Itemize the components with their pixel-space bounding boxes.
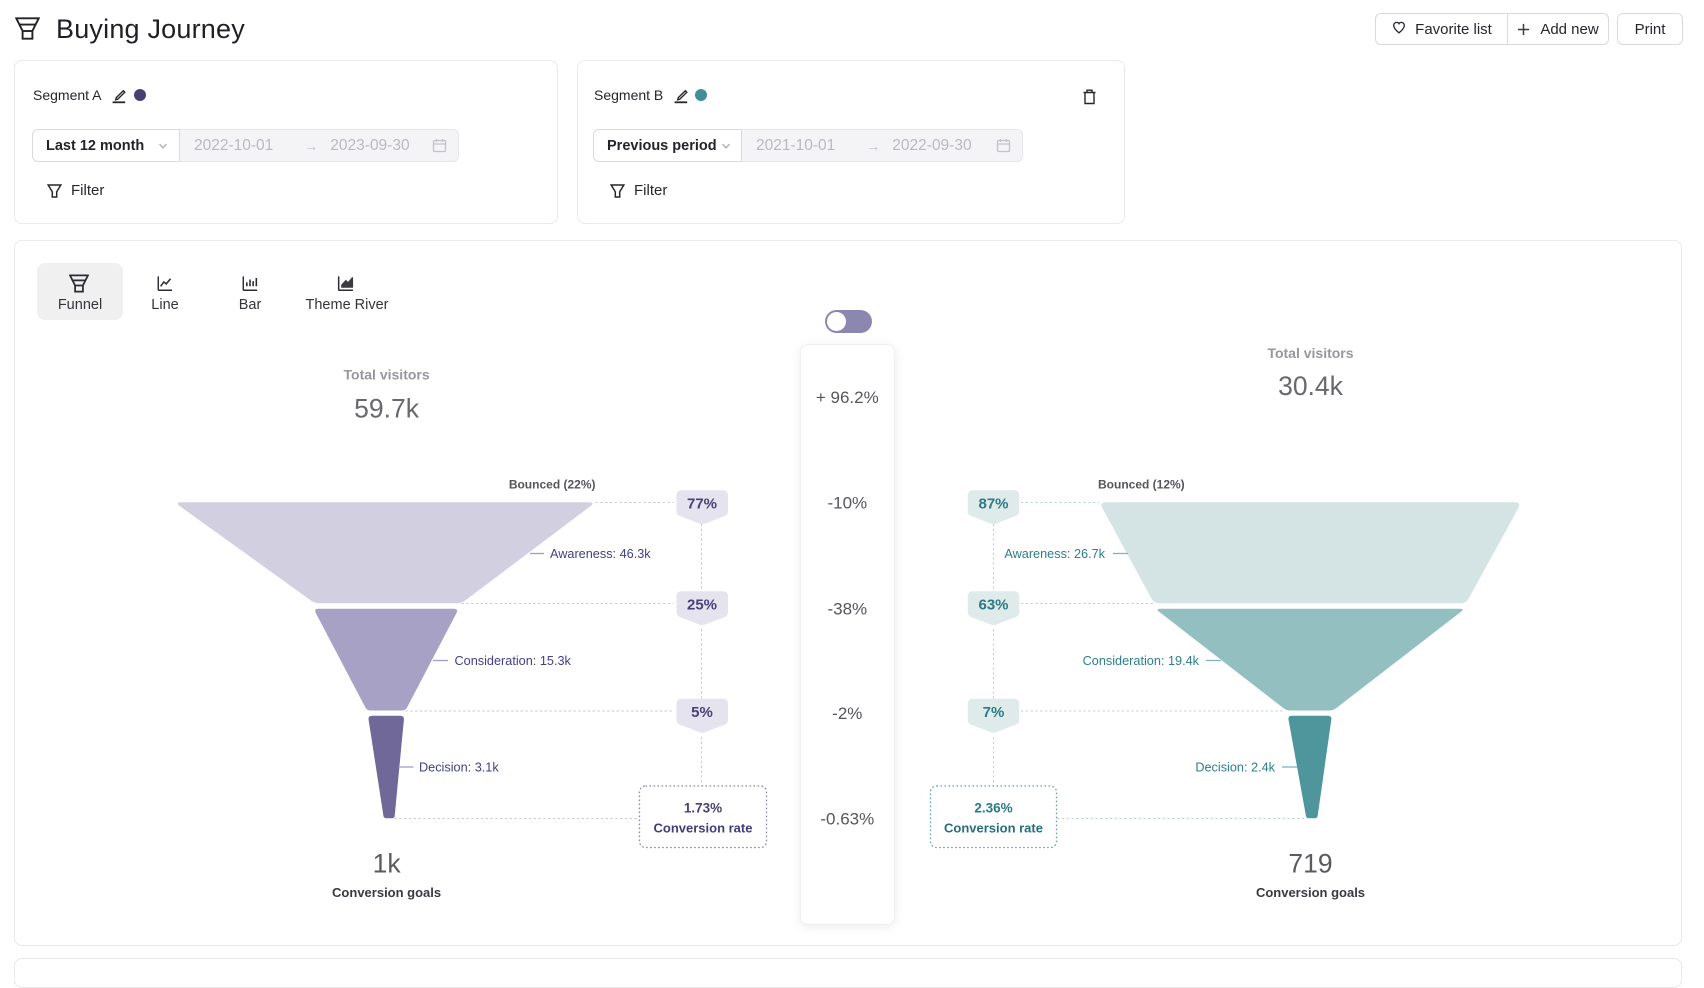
svg-text:1k: 1k [373, 849, 402, 879]
svg-text:87%: 87% [978, 496, 1008, 513]
svg-text:Conversion goals: Conversion goals [1256, 885, 1365, 900]
svg-text:Awareness: 26.7k: Awareness: 26.7k [1004, 547, 1105, 561]
svg-text:-0.63%: -0.63% [820, 809, 874, 828]
svg-text:2.36%: 2.36% [974, 801, 1012, 816]
svg-text:1.73%: 1.73% [684, 801, 722, 816]
svg-text:63%: 63% [978, 597, 1008, 614]
svg-text:Bounced (22%): Bounced (22%) [509, 478, 596, 492]
svg-text:25%: 25% [687, 597, 717, 614]
svg-text:Decision: 3.1k: Decision: 3.1k [419, 761, 499, 775]
svg-text:Conversion rate: Conversion rate [944, 821, 1043, 836]
svg-text:30.4k: 30.4k [1278, 371, 1344, 401]
svg-text:-2%: -2% [832, 704, 862, 723]
svg-text:77%: 77% [687, 496, 717, 513]
svg-text:Conversion goals: Conversion goals [332, 885, 441, 900]
svg-text:-38%: -38% [827, 599, 867, 618]
svg-text:Conversion rate: Conversion rate [654, 821, 753, 836]
svg-text:59.7k: 59.7k [354, 393, 420, 423]
svg-text:Consideration: 15.3k: Consideration: 15.3k [455, 654, 572, 668]
svg-text:5%: 5% [691, 704, 713, 721]
svg-text:7%: 7% [983, 704, 1005, 721]
svg-text:Total visitors: Total visitors [1267, 345, 1353, 361]
svg-text:Total visitors: Total visitors [344, 367, 430, 383]
svg-text:Bounced (12%): Bounced (12%) [1098, 478, 1185, 492]
svg-text:719: 719 [1288, 849, 1332, 879]
svg-text:+ 96.2%: + 96.2% [816, 388, 879, 407]
svg-text:-10%: -10% [827, 493, 867, 512]
svg-text:Awareness: 46.3k: Awareness: 46.3k [550, 547, 651, 561]
svg-text:Decision: 2.4k: Decision: 2.4k [1195, 761, 1275, 775]
svg-text:Consideration: 19.4k: Consideration: 19.4k [1083, 654, 1200, 668]
